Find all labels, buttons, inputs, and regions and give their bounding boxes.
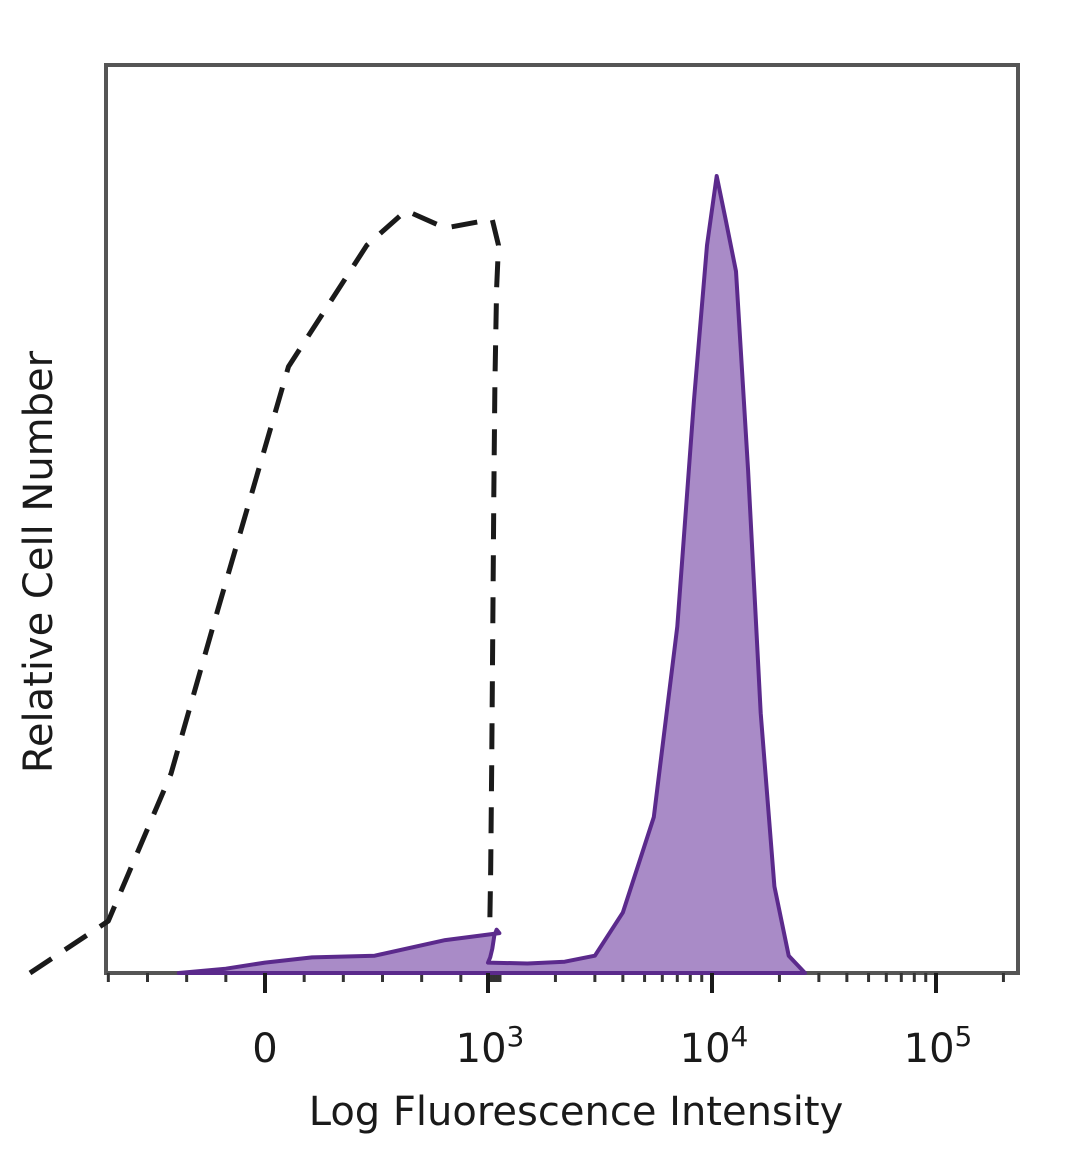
series-dashed-histogram	[28, 208, 501, 976]
y-axis-title: Relative Cell Number	[16, 350, 62, 773]
x-tick-label: 105	[904, 1020, 973, 1072]
x-tick-label: 0	[252, 1026, 277, 1072]
x-tick-label: 103	[456, 1020, 525, 1072]
x-tick-label: 104	[680, 1020, 749, 1072]
series-filled-histogram	[176, 174, 807, 975]
x-axis-ticks: 0 103 104 105	[252, 973, 972, 1072]
x-axis-title: Log Fluorescence Intensity	[309, 1089, 844, 1135]
series-layer	[28, 174, 807, 976]
